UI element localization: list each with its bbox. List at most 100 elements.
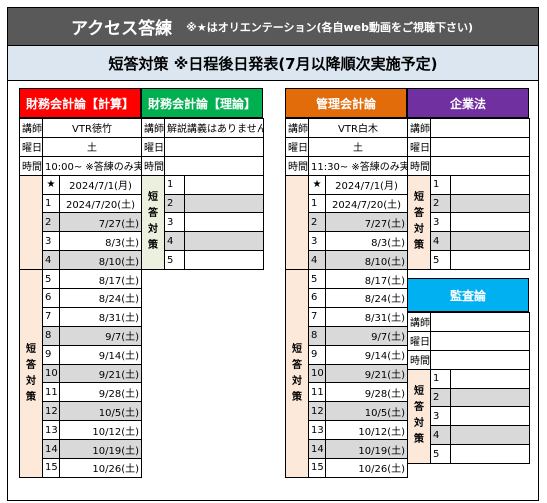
weekday-row: 曜日土 [285,136,408,157]
session-date: 7/27(土) [59,212,142,233]
session-number: 1 [430,368,451,389]
lecturer-row: 講師 VTR徳竹 [19,118,142,138]
time-row: 時間 [407,155,530,176]
session-date: 10/19(土) [325,439,408,460]
weekday-value [430,330,530,351]
session-number: 2 [430,193,451,214]
session-date: 8/3(土) [325,231,408,252]
session-number: 3 [164,212,185,233]
session-date [183,174,265,195]
session-number: 2 [308,212,326,233]
session-date: 2024/7/20(土) [325,193,408,214]
session-number: 11 [42,382,60,403]
session-date [450,174,530,195]
time-value [430,349,530,370]
session-row: 7 8/31(土) [20,306,142,327]
session-row: 3 [408,406,530,427]
session-number: 5 [308,269,326,290]
session-date: 10/12(土) [325,420,408,441]
session-row: 4 [408,231,530,252]
time-label: 時間 [407,349,431,370]
session-number: 3 [308,231,326,252]
session-number: 15 [42,458,60,478]
session-number: 11 [308,382,326,403]
session-number: 6 [42,288,60,308]
session-date: 9/14(土) [59,344,142,365]
session-number: 5 [164,250,185,271]
session-row: 2 [408,193,530,214]
session-number: 7 [308,306,326,327]
session-number: 4 [164,231,185,252]
time-label: 時間 [285,155,309,176]
session-number: 10 [308,363,326,384]
session-date: 10/5(土) [325,401,408,422]
session-date: 9/7(土) [59,325,142,346]
header-riron: 財務会計論【理論】 [141,88,263,118]
weekday-row: 曜日 [141,136,265,157]
session-row: 2 [142,193,265,214]
session-row: 2 7/27(土) [286,212,408,233]
session-number: 4 [308,250,326,271]
session-date: 9/14(土) [325,344,408,365]
title-bar: アクセス答練 ※★はオリエンテーション(各自web動画をご視聴下さい) [8,8,538,46]
session-date: 9/21(土) [325,363,408,384]
short-answer-label: 短 答 対 策 [19,269,43,478]
session-number: 15 [308,458,326,478]
session-number: 9 [42,344,60,365]
session-number: 9 [308,344,326,365]
time-value [430,155,530,176]
session-number: 2 [430,387,451,408]
session-number: ★ [308,174,326,195]
session-date: 8/17(土) [59,269,142,290]
weekday-label: 曜日 [285,136,309,157]
lecturer-label: 講師 [141,118,165,138]
session-row: 15 10/26(土) [286,458,408,478]
lecturer-value [430,312,530,332]
session-row: 5 [408,250,530,271]
weekday-value [430,136,530,157]
time-label: 時間 [141,155,165,176]
session-date: 10/12(土) [59,420,142,441]
session-row: ★ 2024/7/1(月) [285,174,408,271]
lecturer-label: 講師 [407,118,431,138]
session-row: 14 10/19(土) [20,439,142,460]
session-date [450,231,530,252]
session-date [183,231,265,252]
session-number: 1 [164,174,185,195]
short-answer-label: 短 答 対 策 [407,368,431,465]
session-row: 短 答 対 策 5 8/17(土) [285,269,408,478]
session-date: 10/26(土) [59,458,142,478]
time-value: 10:00~ ※答練のみ実施 [42,155,142,176]
lecturer-value: VTR徳竹 [42,118,142,138]
session-number: 1 [308,193,326,214]
time-row: 時間 [141,155,265,176]
session-date [450,425,530,446]
lecturer-label: 講師 [19,118,43,138]
session-date [450,212,530,233]
session-date: 9/21(土) [59,363,142,384]
session-number: 12 [308,401,326,422]
session-number: 13 [308,420,326,441]
short-answer-bg [285,174,309,271]
session-date: 9/7(土) [325,325,408,346]
session-row: 10 9/21(土) [286,363,408,384]
lecturer-row: 講師 [407,118,530,138]
session-number: 14 [308,439,326,460]
session-date [450,193,530,214]
session-date: 2024/7/20(土) [59,193,142,214]
session-date: 8/24(土) [59,288,142,308]
session-date [450,406,530,427]
header-kansa: 監査論 [407,278,529,312]
session-row: 7 8/31(土) [286,306,408,327]
session-row: 11 9/28(土) [286,382,408,403]
session-row: 2 [408,387,530,408]
time-value [163,155,265,176]
session-date: 10/5(土) [59,401,142,422]
session-number: 14 [42,439,60,460]
weekday-value [163,136,265,157]
session-row: 3 8/3(土) [286,231,408,252]
session-number: 2 [42,212,60,233]
